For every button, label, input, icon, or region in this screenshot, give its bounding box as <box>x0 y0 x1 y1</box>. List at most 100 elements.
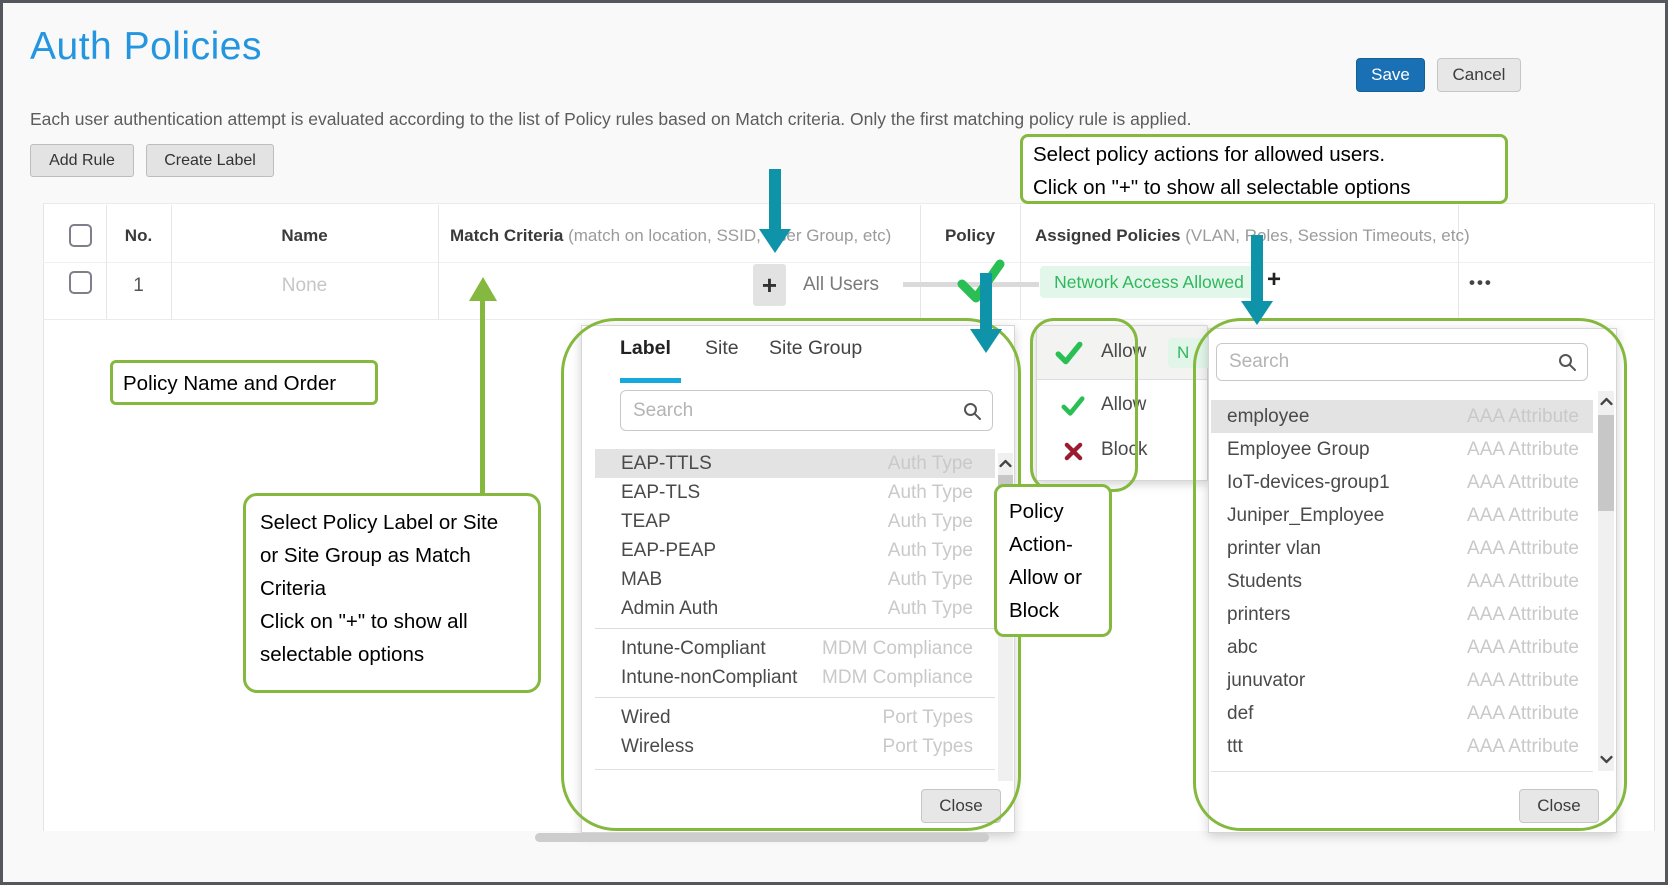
teal-arrow-assigned-policies <box>1251 235 1263 303</box>
list-item-name: printers <box>1227 603 1291 625</box>
assigned-policy-pill[interactable]: Network Access Allowed <box>1040 266 1258 298</box>
list-item-type: Auth Type <box>887 568 973 590</box>
column-divider <box>438 205 439 319</box>
list-item[interactable]: EAP-TTLS Auth Type <box>595 449 995 478</box>
allow-check-icon <box>1061 396 1085 416</box>
column-divider <box>1458 205 1459 319</box>
list-item-name: EAP-TTLS <box>621 452 712 474</box>
list-item[interactable]: Intune-nonCompliant MDM Compliance <box>595 663 995 692</box>
column-header-no: No. <box>124 226 153 245</box>
list-item-name: Wireless <box>621 735 694 757</box>
list-item[interactable]: Wired Port Types <box>595 703 995 732</box>
chevron-up-icon <box>1599 397 1613 405</box>
column-header-match-criteria: Match Criteria (match on location, SSID,… <box>450 226 892 245</box>
table-header-divider <box>43 262 1655 263</box>
row-checkbox[interactable] <box>69 271 92 294</box>
create-label-button[interactable]: Create Label <box>146 144 274 177</box>
policy-panel-footer-divider <box>1211 771 1593 772</box>
teal-arrowhead-icon <box>759 229 791 253</box>
list-item-type: Auth Type <box>887 452 973 474</box>
list-item[interactable]: def AAA Attribute <box>1211 697 1593 730</box>
list-item[interactable]: ttt AAA Attribute <box>1211 730 1593 763</box>
tab-site-group[interactable]: Site Group <box>769 337 863 359</box>
list-item[interactable]: Wireless Port Types <box>595 732 995 761</box>
policy-search-box <box>1216 343 1588 381</box>
list-item-name: Intune-Compliant <box>621 637 766 659</box>
cancel-button[interactable]: Cancel <box>1437 58 1521 92</box>
list-item-type: AAA Attribute <box>1467 504 1579 526</box>
list-item-name: Juniper_Employee <box>1227 504 1385 526</box>
list-item-type: AAA Attribute <box>1467 735 1579 757</box>
active-tab-underline <box>620 378 681 383</box>
tab-site[interactable]: Site <box>705 337 739 359</box>
match-criteria-hint: (match on location, SSID, User Group, et… <box>568 226 892 245</box>
column-divider <box>920 205 921 319</box>
list-item[interactable]: printers AAA Attribute <box>1211 598 1593 631</box>
label-options-list: EAP-TTLS Auth Type EAP-TLS Auth Type TEA… <box>595 449 995 761</box>
list-item-name: EAP-TLS <box>621 481 701 503</box>
list-item-type: AAA Attribute <box>1467 471 1579 493</box>
list-item-name: junuvator <box>1227 669 1306 691</box>
policy-panel-annotation-outline <box>1193 318 1627 831</box>
label-search-box <box>620 390 993 431</box>
row-name: None <box>281 275 328 296</box>
policy-allow-check-icon[interactable] <box>957 257 1005 307</box>
list-item[interactable]: EAP-PEAP Auth Type <box>595 536 995 565</box>
select-all-checkbox[interactable] <box>69 224 92 247</box>
list-item-name: def <box>1227 702 1254 724</box>
list-item[interactable]: junuvator AAA Attribute <box>1211 664 1593 697</box>
chevron-down-icon <box>1599 755 1613 763</box>
list-item-type: Port Types <box>882 735 973 757</box>
list-item-type: Auth Type <box>887 539 973 561</box>
save-button[interactable]: Save <box>1356 58 1425 92</box>
column-divider <box>1020 205 1021 319</box>
list-item[interactable]: TEAP Auth Type <box>595 507 995 536</box>
label-search-input[interactable] <box>621 399 962 422</box>
list-item-type: AAA Attribute <box>1467 438 1579 460</box>
list-item-name: Wired <box>621 706 671 728</box>
label-scroll-up-button[interactable] <box>998 455 1013 471</box>
green-arrowhead-up-icon <box>469 277 497 301</box>
list-item-name: ttt <box>1227 735 1243 757</box>
policy-search-input[interactable] <box>1217 351 1557 373</box>
assigned-policies-hint: (VLAN, Roles, Session Timeouts, etc) <box>1185 226 1470 245</box>
policy-name-note: Policy Name and Order <box>110 360 378 405</box>
list-item[interactable]: Employee Group AAA Attribute <box>1211 433 1593 466</box>
list-item-name: printer vlan <box>1227 537 1321 559</box>
policy-scroll-down-button[interactable] <box>1598 751 1614 767</box>
policy-actions-note: Select policy actions for allowed users.… <box>1020 134 1508 204</box>
teal-arrowhead-icon <box>1241 301 1273 325</box>
add-rule-button[interactable]: Add Rule <box>30 144 134 177</box>
column-divider <box>171 205 172 319</box>
teal-arrowhead-icon <box>970 329 1002 353</box>
policy-scroll-up-button[interactable] <box>1598 393 1614 409</box>
search-icon <box>964 402 981 420</box>
add-assigned-policy-button[interactable]: + <box>1267 266 1282 293</box>
match-criteria-note: Select Policy Label or Site or Site Grou… <box>243 493 541 693</box>
page-description: Each user authentication attempt is eval… <box>30 109 1192 129</box>
list-item[interactable]: EAP-TLS Auth Type <box>595 478 995 507</box>
list-item[interactable]: MAB Auth Type <box>595 565 995 594</box>
list-item[interactable]: Juniper_Employee AAA Attribute <box>1211 499 1593 532</box>
list-item[interactable]: Students AAA Attribute <box>1211 565 1593 598</box>
policy-scrollbar-thumb[interactable] <box>1598 415 1614 511</box>
list-item-type: AAA Attribute <box>1467 636 1579 658</box>
list-item[interactable]: employee AAA Attribute <box>1211 400 1593 433</box>
add-match-criteria-button[interactable]: + <box>753 264 786 306</box>
column-header-name: Name <box>281 226 328 245</box>
horizontal-scrollbar[interactable] <box>535 833 989 842</box>
block-x-icon <box>1064 442 1083 461</box>
tab-label[interactable]: Label <box>620 337 671 359</box>
column-header-policy: Policy <box>944 226 996 245</box>
teal-arrow-policy-action <box>980 273 992 331</box>
list-item[interactable]: printer vlan AAA Attribute <box>1211 532 1593 565</box>
list-item[interactable]: IoT-devices-group1 AAA Attribute <box>1211 466 1593 499</box>
policy-options-list: employee AAA Attribute Employee Group AA… <box>1211 400 1593 763</box>
list-item[interactable]: Admin Auth Auth Type <box>595 594 995 623</box>
row-more-menu[interactable]: ••• <box>1469 273 1493 292</box>
list-item-name: abc <box>1227 636 1258 658</box>
list-item[interactable]: Intune-Compliant MDM Compliance <box>595 634 995 663</box>
list-item[interactable]: abc AAA Attribute <box>1211 631 1593 664</box>
list-item-type: Auth Type <box>887 481 973 503</box>
list-item-type: AAA Attribute <box>1467 603 1579 625</box>
